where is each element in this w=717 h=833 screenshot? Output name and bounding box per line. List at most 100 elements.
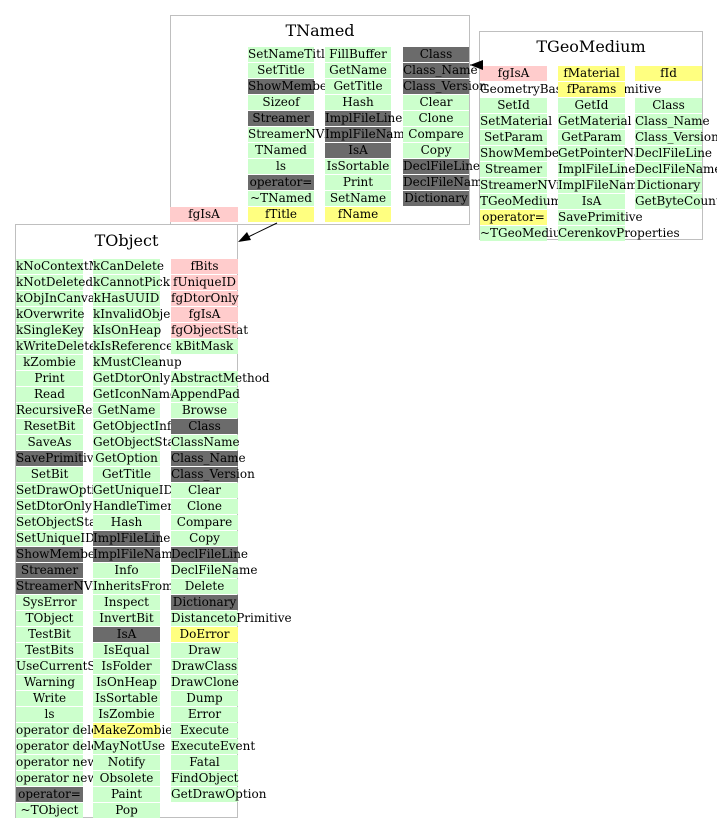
tobject-method-cell: Class	[171, 419, 238, 434]
tobject-member-cell: fgObjectStat	[171, 323, 249, 338]
tobject-method-cell: SavePrimitive	[16, 451, 101, 466]
tgeomedium-member-cell: fgIsA	[480, 66, 547, 81]
tobject-method-cell: IsZombie	[93, 707, 160, 722]
tnamed-method-cell: FillBuffer	[325, 47, 391, 62]
tobject-method-cell: Clear	[171, 483, 238, 498]
tobject-method-cell: kZombie	[16, 355, 83, 370]
class-title-tobject: TObject	[94, 231, 159, 250]
tobject-method-cell: Dictionary	[171, 595, 238, 610]
tobject-member-cell: fgIsA	[171, 307, 238, 322]
tnamed-method-cell: Class_Version	[403, 79, 487, 94]
tobject-method-cell: ClassName	[171, 435, 240, 450]
tobject-method-cell: GetIconName	[93, 387, 178, 402]
tobject-method-cell: MakeZombie	[93, 723, 173, 738]
tgeomedium-label-cell	[635, 82, 702, 97]
tobject-method-cell: Browse	[171, 403, 238, 418]
tgeomedium-method-cell: Class_Name	[635, 114, 710, 129]
tobject-method-cell: SetObjectStat	[16, 515, 102, 530]
tgeomedium-method-cell: Class	[635, 98, 702, 113]
tobject-method-cell: Error	[171, 707, 238, 722]
tobject-method-cell: Obsolete	[93, 771, 160, 786]
tgeomedium-method-cell: GetParam	[558, 130, 625, 145]
tgeomedium-method-cell: ImplFileLine	[558, 162, 636, 177]
tobject-method-cell: Draw	[171, 643, 238, 658]
tobject-method-cell: kWriteDelete	[16, 339, 97, 354]
tgeomedium-method-cell: ImplFileName	[558, 178, 645, 193]
tgeomedium-method-cell: operator=	[480, 210, 547, 225]
tobject-method-cell: kNotDeleted	[16, 275, 94, 290]
tobject-method-cell: Dump	[171, 691, 238, 706]
tnamed-method-cell: Clone	[403, 111, 469, 126]
tnamed-method-cell: ImplFileLine	[325, 111, 403, 126]
inheritance-arrowhead-tnamed	[238, 232, 251, 242]
tobject-method-cell: Notify	[93, 755, 160, 770]
tgeomedium-method-cell: ShowMembers	[480, 146, 571, 161]
tobject-method-cell: kObjInCanvas	[16, 291, 102, 306]
tnamed-member-cell: fgIsA	[170, 207, 238, 222]
tobject-method-cell: Warning	[16, 675, 83, 690]
tgeomedium-method-cell: fMaterial	[558, 66, 625, 81]
tobject-method-cell: ResetBit	[16, 419, 83, 434]
tnamed-method-cell: ls	[248, 159, 314, 174]
tobject-method-cell: Clone	[171, 499, 238, 514]
tobject-method-cell: Read	[16, 387, 83, 402]
tobject-method-cell: ~TObject	[16, 803, 83, 818]
tobject-method-cell: Hash	[93, 515, 160, 530]
tobject-method-cell: operator=	[16, 787, 83, 802]
tobject-method-cell: GetDrawOption	[171, 787, 267, 802]
tobject-member-cell: fUniqueID	[171, 275, 238, 290]
tgeomedium-method-cell: fId	[635, 66, 702, 81]
tobject-method-cell: UseCurrentStyle	[16, 659, 119, 674]
tgeomedium-method-cell: IsA	[558, 194, 625, 209]
tnamed-method-cell: Hash	[325, 95, 391, 110]
tobject-method-cell: GetOption	[93, 451, 160, 466]
tnamed-method-cell: Class_Name	[403, 63, 478, 78]
tobject-method-cell: kHasUUID	[93, 291, 160, 306]
tnamed-method-cell: DeclFileName	[403, 175, 490, 190]
tnamed-member-cell: fTitle	[248, 207, 314, 222]
tobject-method-cell: Execute	[171, 723, 238, 738]
tobject-method-cell: TObject	[16, 611, 83, 626]
tnamed-method-cell: Dictionary	[403, 191, 469, 206]
tobject-method-cell: Print	[16, 371, 83, 386]
tgeomedium-method-cell: TGeoMedium	[480, 194, 562, 209]
tnamed-method-cell: ~TNamed	[248, 191, 314, 206]
tobject-method-cell: Delete	[171, 579, 238, 594]
tobject-method-cell: SaveAs	[16, 435, 83, 450]
tgeomedium-method-cell: DeclFileLine	[635, 146, 713, 161]
tobject-method-cell: StreamerNVirtual	[16, 579, 126, 594]
tobject-method-cell: kMustCleanup	[93, 355, 182, 370]
tnamed-method-cell: ImplFileName	[325, 127, 412, 142]
tgeomedium-method-cell: SetMaterial	[480, 114, 553, 129]
tobject-method-cell: IsOnHeap	[93, 675, 160, 690]
tobject-method-cell: Write	[16, 691, 83, 706]
tgeomedium-method-cell: SavePrimitive	[558, 210, 643, 225]
tobject-method-cell: Pop	[93, 803, 160, 818]
tobject-method-cell: operator new[]	[16, 771, 107, 786]
tobject-method-cell: IsA	[93, 627, 160, 642]
tobject-method-cell: ls	[16, 707, 83, 722]
tobject-method-cell: Fatal	[171, 755, 238, 770]
tobject-method-cell: Info	[93, 563, 160, 578]
tobject-method-cell: kIsReferenced	[93, 339, 181, 354]
tobject-method-cell: AppendPad	[171, 387, 240, 402]
inheritance-arrow-tnamed-tobject	[245, 222, 278, 239]
tnamed-method-cell: IsA	[325, 143, 391, 158]
tobject-member-cell: fBits	[171, 259, 238, 274]
tnamed-method-cell: Sizeof	[248, 95, 314, 110]
tobject-method-cell: GetDtorOnly	[93, 371, 171, 386]
tgeomedium-method-cell: GetMaterial	[558, 114, 632, 129]
tobject-method-cell: Copy	[171, 531, 238, 546]
tobject-method-cell: IsSortable	[93, 691, 160, 706]
tgeomedium-method-cell: GetPointerName	[558, 146, 660, 161]
tobject-method-cell: InvertBit	[93, 611, 160, 626]
tobject-method-cell: AbstractMethod	[171, 371, 270, 386]
tobject-method-cell: kCanDelete	[93, 259, 164, 274]
tgeomedium-method-cell: StreamerNVirtual	[480, 178, 590, 193]
tobject-method-cell: RecursiveRemove	[16, 403, 125, 418]
tnamed-method-cell: Print	[325, 175, 391, 190]
tnamed-method-cell: Compare	[403, 127, 469, 142]
tobject-method-cell: kOverwrite	[16, 307, 85, 322]
tobject-method-cell: kNoContextMenu	[16, 259, 124, 274]
tobject-method-cell: DrawClass	[171, 659, 238, 674]
